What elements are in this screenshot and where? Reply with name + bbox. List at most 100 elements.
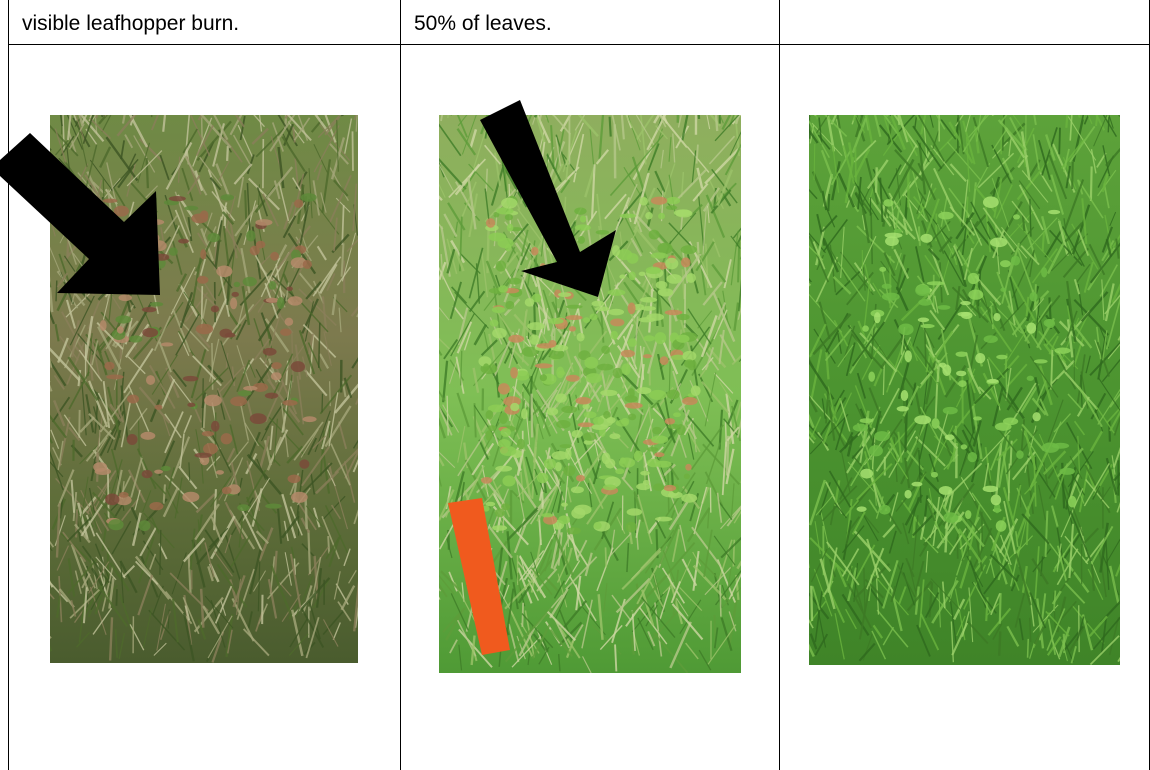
texture: [182, 128, 198, 154]
texture: [881, 292, 900, 301]
texture: [235, 319, 248, 341]
texture: [53, 374, 65, 390]
texture: [82, 587, 88, 624]
texture: [962, 120, 976, 165]
texture: [841, 548, 860, 577]
texture: [888, 530, 897, 554]
texture: [242, 276, 257, 287]
texture: [79, 556, 96, 589]
texture: [716, 169, 734, 207]
texture: [1089, 430, 1104, 452]
texture: [809, 115, 811, 118]
texture: [992, 127, 1009, 151]
texture: [328, 392, 339, 447]
texture: [328, 537, 341, 568]
texture: [716, 492, 723, 523]
texture: [226, 145, 230, 161]
texture: [692, 182, 709, 202]
texture: [1045, 610, 1070, 637]
texture: [288, 200, 307, 224]
texture: [879, 266, 887, 272]
texture: [231, 291, 239, 297]
texture: [550, 480, 562, 516]
texture: [122, 564, 136, 578]
texture: [1107, 116, 1110, 133]
texture: [248, 177, 281, 211]
texture: [337, 601, 352, 622]
texture: [307, 529, 312, 574]
texture: [869, 197, 892, 227]
texture: [197, 115, 203, 121]
texture: [508, 623, 520, 663]
texture: [1031, 557, 1049, 585]
texture: [1069, 455, 1083, 480]
texture: [852, 423, 869, 432]
texture: [720, 536, 741, 559]
texture: [573, 504, 592, 515]
texture: [284, 115, 288, 130]
texture: [495, 465, 513, 472]
texture: [537, 456, 559, 487]
texture: [879, 387, 900, 425]
texture: [698, 196, 705, 247]
texture: [963, 564, 987, 610]
texture: [439, 163, 454, 192]
texture: [90, 567, 104, 587]
texture: [967, 451, 978, 463]
texture: [88, 117, 111, 140]
texture: [1117, 115, 1120, 118]
texture: [680, 245, 697, 255]
texture: [329, 167, 349, 202]
texture: [824, 205, 836, 228]
texture: [832, 144, 840, 193]
texture: [668, 509, 676, 526]
texture: [960, 301, 971, 306]
texture: [1034, 376, 1045, 412]
texture: [1010, 255, 1021, 266]
texture: [245, 452, 258, 475]
texture: [186, 174, 201, 195]
texture: [148, 364, 176, 410]
texture: [925, 550, 929, 573]
texture: [646, 446, 659, 452]
texture: [260, 425, 270, 442]
texture: [145, 158, 150, 189]
texture: [966, 516, 981, 539]
texture: [935, 115, 946, 130]
texture: [640, 547, 662, 570]
texture: [1008, 290, 1016, 326]
texture: [194, 452, 212, 458]
texture: [886, 115, 916, 146]
texture: [322, 611, 344, 636]
texture: [1016, 127, 1035, 164]
texture: [578, 350, 591, 361]
texture: [654, 170, 666, 193]
texture: [209, 176, 222, 191]
texture: [976, 115, 982, 142]
texture: [638, 317, 656, 323]
texture: [314, 410, 331, 453]
texture: [883, 252, 896, 277]
texture: [558, 515, 571, 525]
texture: [725, 567, 732, 602]
texture: [55, 280, 58, 302]
texture: [129, 624, 145, 651]
texture: [916, 405, 928, 443]
texture: [119, 593, 136, 637]
texture: [536, 472, 549, 484]
texture: [643, 272, 655, 292]
texture: [245, 230, 256, 242]
texture: [304, 369, 328, 397]
texture: [968, 289, 984, 300]
texture: [896, 562, 916, 598]
texture: [1023, 430, 1037, 471]
texture: [809, 282, 811, 287]
texture: [545, 115, 550, 123]
texture: [1041, 231, 1045, 252]
texture: [1100, 486, 1111, 502]
texture: [162, 115, 167, 132]
texture: [825, 351, 830, 380]
texture: [1016, 535, 1034, 554]
texture: [821, 214, 838, 233]
texture: [506, 246, 516, 263]
